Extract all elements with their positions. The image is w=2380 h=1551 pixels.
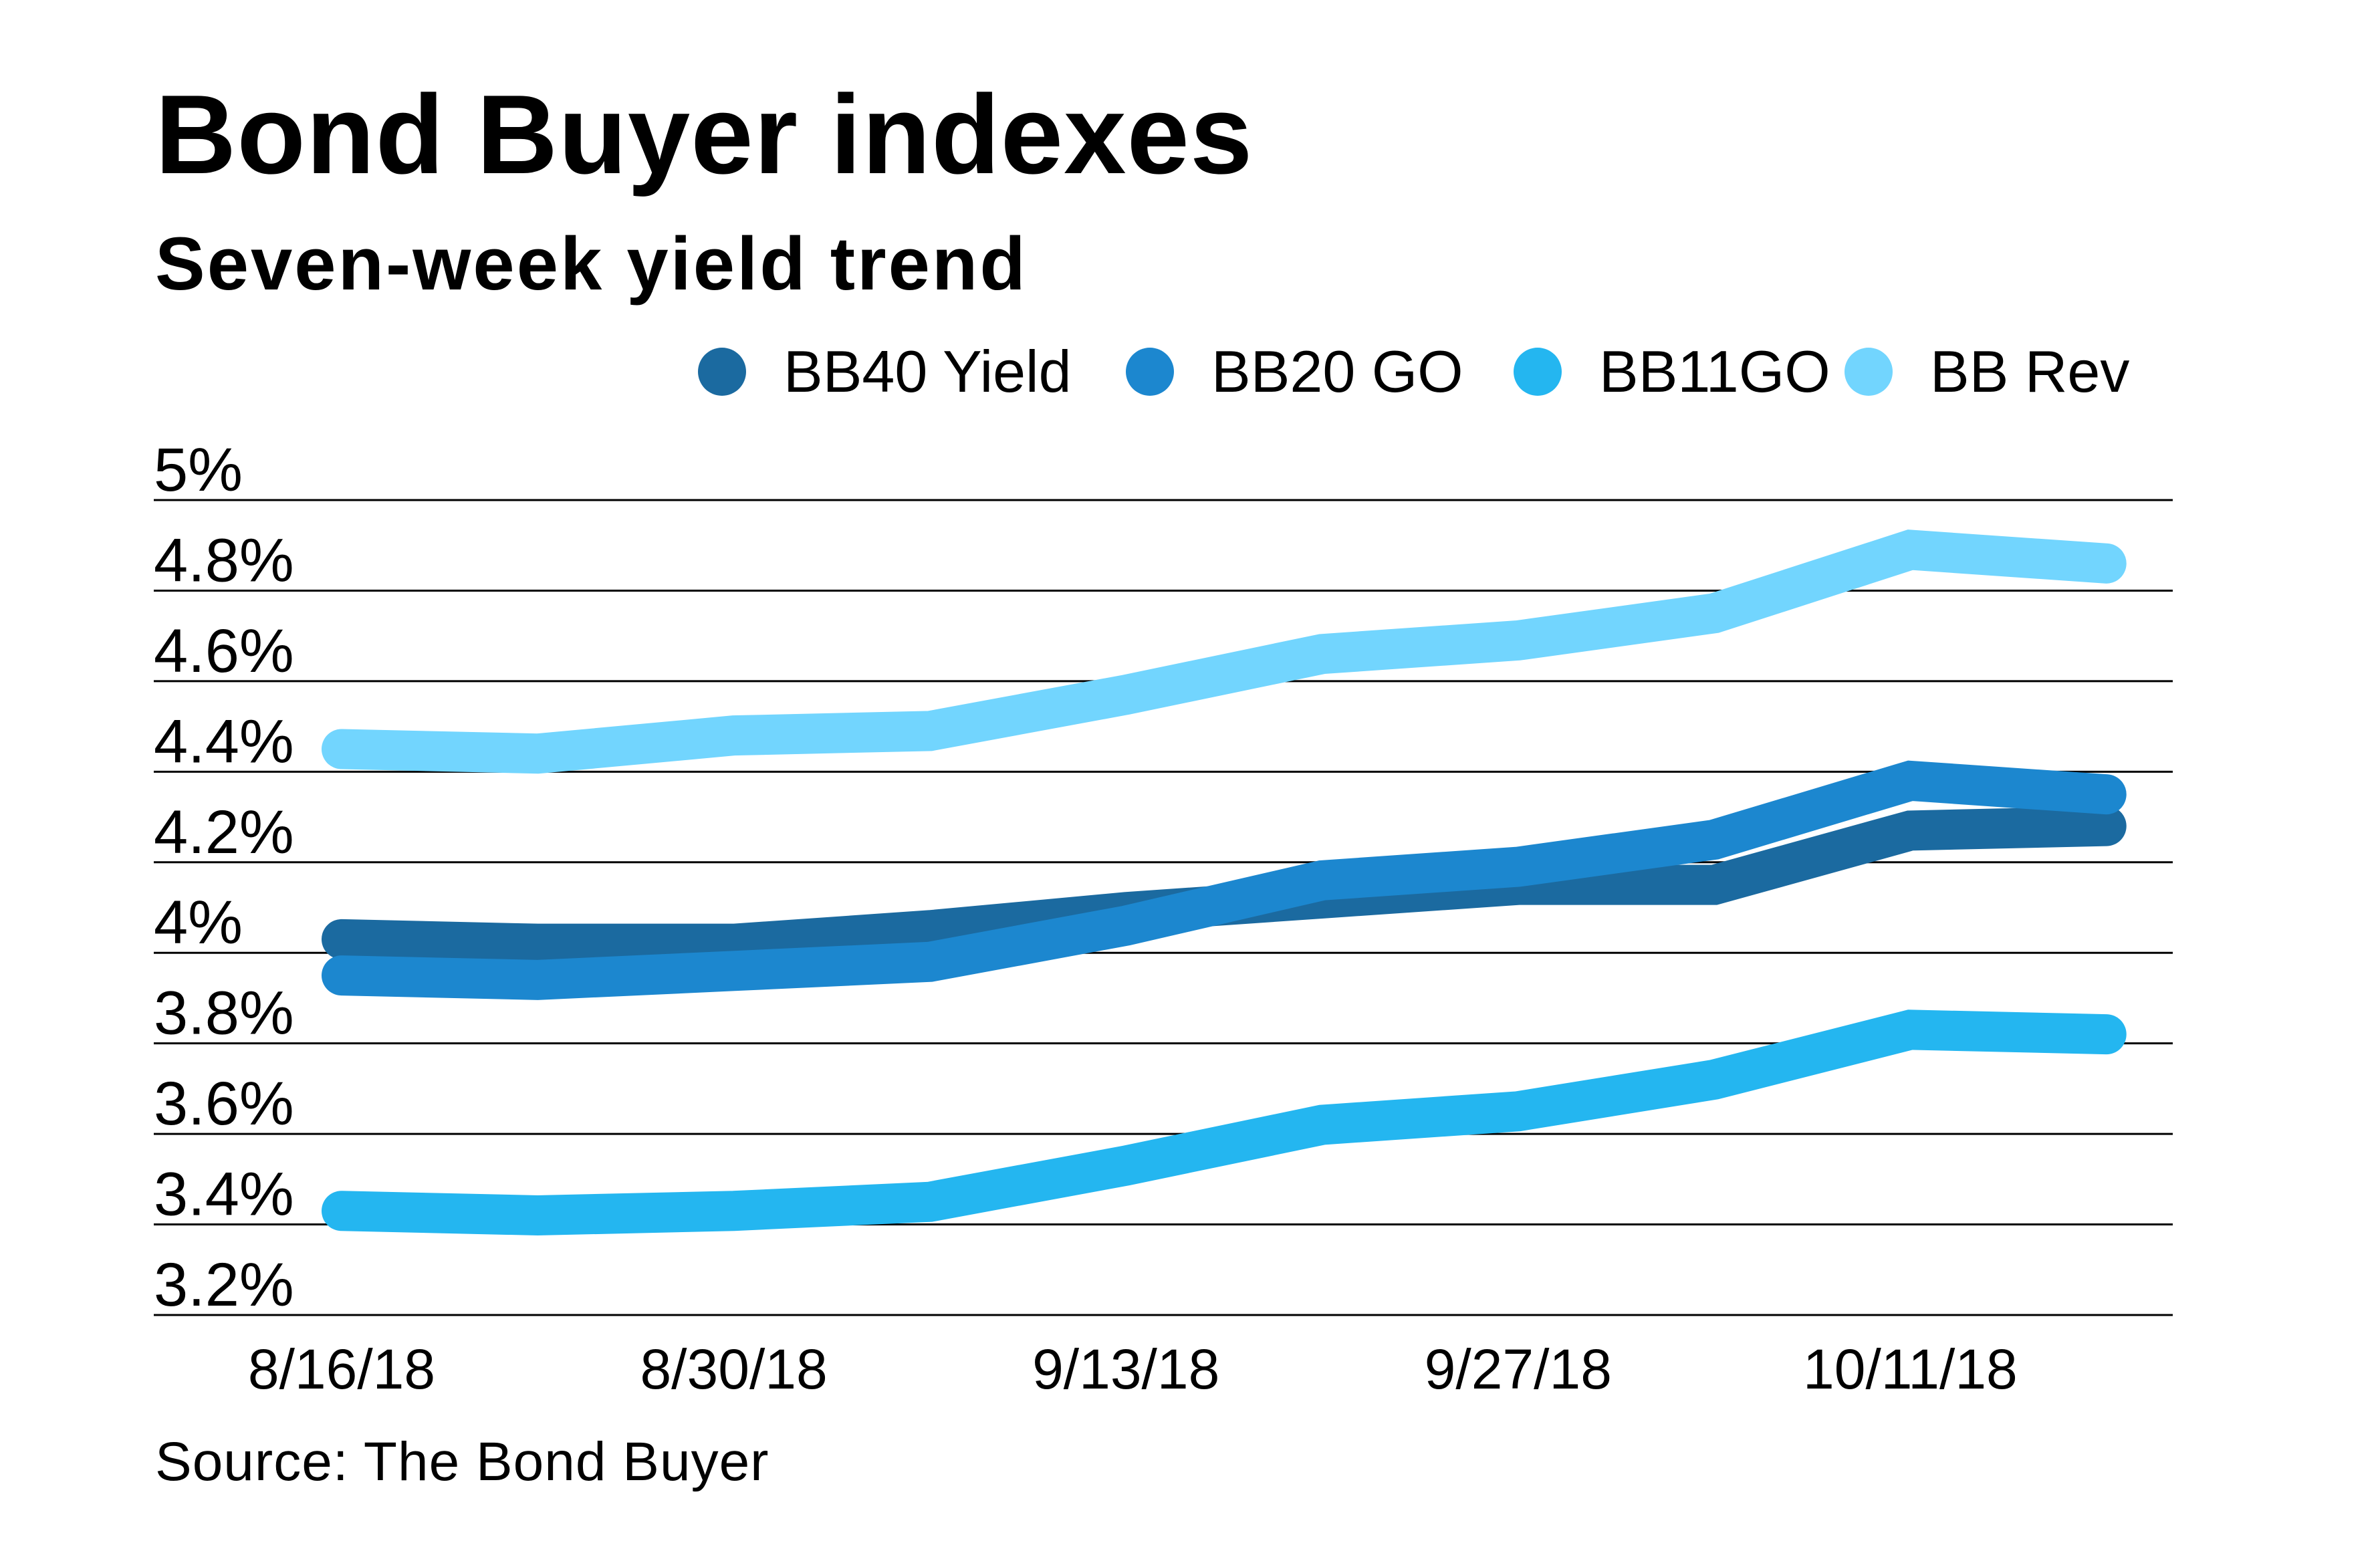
legend-marker xyxy=(1514,348,1562,396)
legend-label: BB40 Yield xyxy=(784,338,1072,404)
legend-marker xyxy=(1126,348,1174,396)
y-tick-label: 4.8% xyxy=(154,526,294,594)
x-tick-label: 9/13/18 xyxy=(1032,1338,1219,1401)
series-line-bb11go xyxy=(322,1009,2127,1236)
series-line-bb20-go xyxy=(322,760,2127,1000)
legend-marker xyxy=(698,348,746,396)
chart-title: Bond Buyer indexes xyxy=(155,72,1254,197)
y-tick-label: 4.6% xyxy=(154,617,294,685)
legend-label: BB Rev xyxy=(1930,338,2129,404)
chart-subtitle: Seven-week yield trend xyxy=(155,222,1028,306)
y-tick-label: 4% xyxy=(154,888,243,957)
x-tick-label: 9/27/18 xyxy=(1425,1338,1612,1401)
legend-label: BB11GO xyxy=(1599,338,1830,404)
y-axis-labels: 5% 4.8% 4.6% 4.4% 4.2% 4% 3.8% 3.6% 3.4% 3.2% xyxy=(154,436,294,1319)
y-tick-label: 4.2% xyxy=(154,798,294,866)
y-tick-label: 4.4% xyxy=(154,707,294,776)
source-note: Source: The Bond Buyer xyxy=(155,1431,769,1492)
legend-marker xyxy=(1844,348,1893,396)
x-tick-label: 8/30/18 xyxy=(640,1338,827,1401)
x-axis-labels: 8/16/18 8/30/18 9/13/18 9/27/18 10/11/18 xyxy=(248,1338,2018,1401)
x-tick-label: 10/11/18 xyxy=(1803,1338,2018,1401)
series-line-bb-rev xyxy=(322,529,2127,774)
x-tick-label: 8/16/18 xyxy=(248,1338,435,1401)
y-tick-label: 3.2% xyxy=(154,1251,294,1319)
legend: BB40 Yield BB20 GO BB11GO BB Rev xyxy=(698,338,2129,404)
y-tick-label: 3.4% xyxy=(154,1161,294,1229)
series-lines xyxy=(322,529,2127,1236)
y-tick-label: 3.8% xyxy=(154,979,294,1048)
y-tick-label: 3.6% xyxy=(154,1070,294,1138)
legend-label: BB20 GO xyxy=(1211,338,1463,404)
y-tick-label: 5% xyxy=(154,436,243,504)
